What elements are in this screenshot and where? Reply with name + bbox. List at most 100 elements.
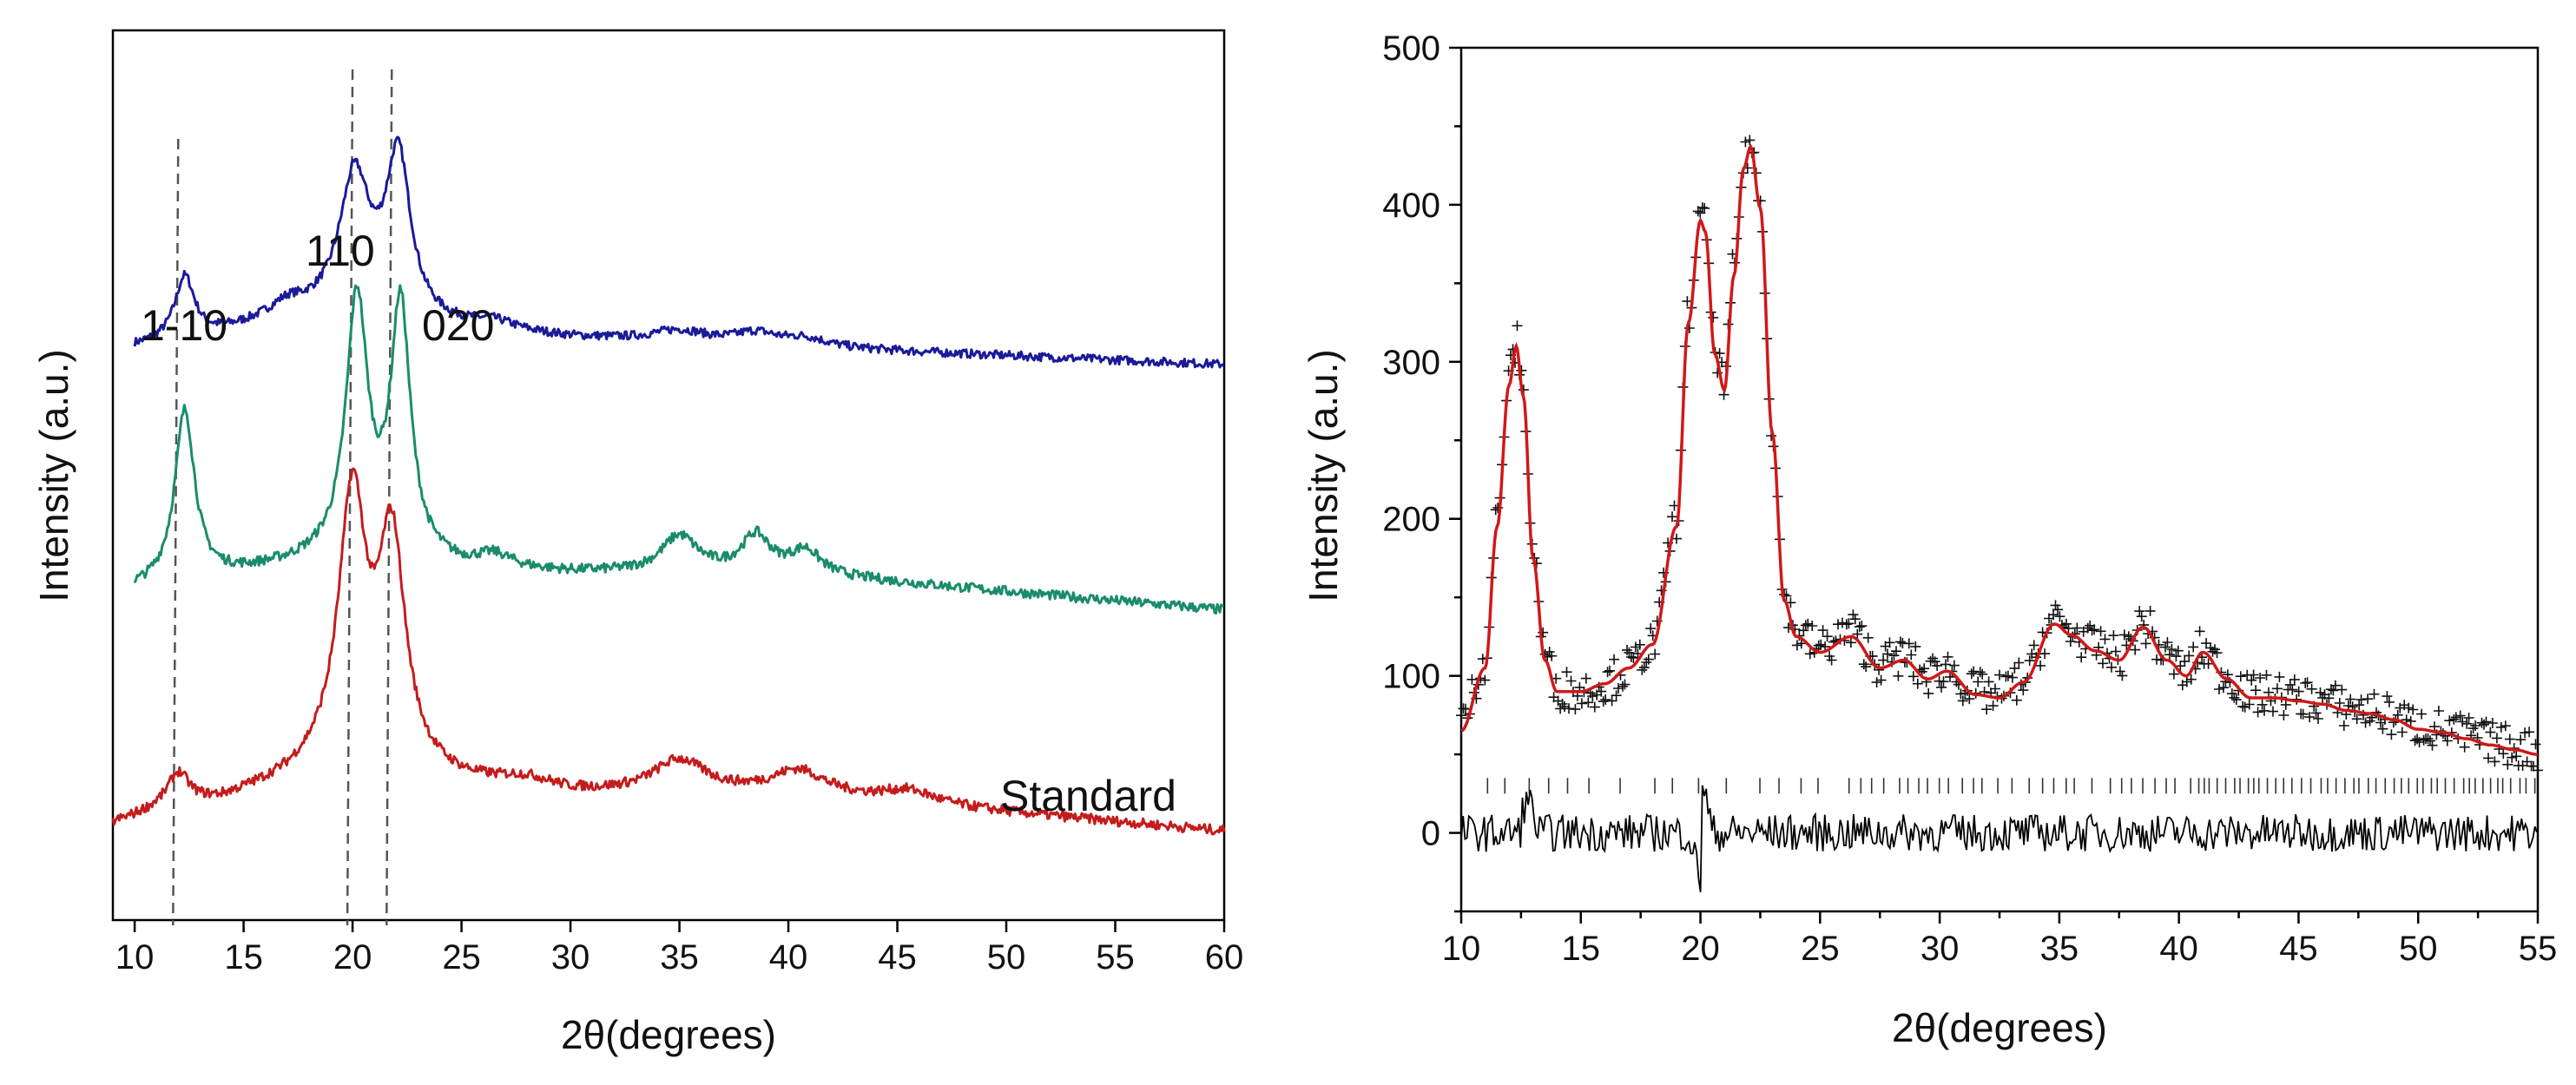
observed-point <box>1638 662 1650 674</box>
observed-point <box>2310 707 2322 719</box>
observed-point <box>2463 713 2474 723</box>
observed-point <box>2018 685 2029 696</box>
peak-label-020: 020 <box>422 301 494 350</box>
observed-point <box>1625 651 1637 662</box>
observed-point <box>1622 644 1632 655</box>
observed-point <box>1583 697 1594 708</box>
observed-point <box>2086 625 2098 636</box>
observed-point <box>1695 207 1706 219</box>
observed-point <box>2392 709 2403 720</box>
series-line-middle <box>133 284 1224 615</box>
observed-point <box>1891 646 1901 657</box>
calculated-fit-line <box>1460 143 2538 756</box>
observed-point <box>2315 687 2326 698</box>
observed-point <box>2052 604 2063 615</box>
observed-point <box>1964 694 1975 705</box>
observed-point <box>2118 629 2130 641</box>
observed-point <box>1957 695 1968 707</box>
right-y-tick-label-0: 0 <box>1421 815 1440 853</box>
observed-point <box>2009 662 2020 674</box>
observed-point <box>1557 699 1568 709</box>
observed-point <box>1983 676 1994 687</box>
observed-point <box>1893 670 1904 681</box>
observed-point <box>1973 676 1984 687</box>
observed-point <box>2130 644 2141 655</box>
observed-point <box>1843 618 1855 629</box>
observed-point <box>1903 638 1914 649</box>
observed-point <box>1740 136 1751 148</box>
observed-point <box>1858 659 1869 670</box>
observed-point <box>1841 619 1852 630</box>
observed-point <box>1845 637 1856 648</box>
observed-point <box>2028 640 2039 651</box>
observed-point <box>1624 647 1635 658</box>
left-x-tick-label-60: 60 <box>1205 938 1244 976</box>
observed-point <box>2256 699 2268 710</box>
observed-point <box>2480 716 2492 727</box>
observed-point <box>1561 667 1572 678</box>
observed-point <box>2160 641 2171 653</box>
observed-point <box>1966 668 1977 680</box>
observed-point <box>2338 720 2349 731</box>
right-x-axis-title: 2θ(degrees) <box>1892 1005 2107 1050</box>
right-observed-group <box>1456 135 2543 776</box>
observed-point <box>2168 668 2179 680</box>
observed-point <box>2313 713 2323 724</box>
observed-point <box>1617 681 1628 692</box>
observed-point <box>2457 716 2468 727</box>
left-x-tick-label-15: 15 <box>224 938 263 976</box>
difference-line <box>1460 785 2538 892</box>
observed-point <box>1546 650 1558 661</box>
observed-point <box>2422 733 2434 744</box>
observed-point <box>2006 672 2018 683</box>
observed-point <box>1630 641 1641 653</box>
series-label-standard: Standard <box>1000 772 1176 820</box>
observed-point <box>2136 611 2147 622</box>
observed-point <box>1888 650 1900 661</box>
observed-point <box>1589 701 1600 713</box>
observed-point <box>2274 671 2285 682</box>
right-calculated-group <box>1460 143 2538 756</box>
observed-point <box>1645 623 1657 635</box>
observed-point <box>2441 735 2453 746</box>
observed-point <box>2495 721 2507 733</box>
left-x-tick-label-50: 50 <box>987 938 1026 976</box>
observed-point <box>2336 684 2348 695</box>
observed-point <box>1826 654 1837 666</box>
left-x-tick-label-25: 25 <box>442 938 481 976</box>
observed-point <box>2164 649 2175 661</box>
observed-point <box>2405 715 2416 727</box>
observed-point <box>2179 655 2191 667</box>
observed-point <box>2297 708 2309 720</box>
observed-point <box>2098 658 2108 669</box>
observed-point <box>1907 671 1919 682</box>
observed-point <box>2533 765 2543 776</box>
observed-point <box>1854 621 1865 633</box>
observed-point <box>1802 618 1814 629</box>
observed-point <box>2123 631 2134 642</box>
observed-point <box>1580 673 1591 684</box>
observed-point <box>2306 683 2317 694</box>
observed-point <box>1628 652 1639 663</box>
observed-point <box>2427 740 2438 751</box>
observed-point <box>2207 646 2218 657</box>
observed-point <box>1990 683 2000 694</box>
observed-point <box>2108 630 2119 641</box>
series-line-standard <box>111 467 1226 836</box>
right-x-tick-label-40: 40 <box>2159 930 2198 968</box>
observed-point <box>2089 624 2100 635</box>
observed-point <box>1936 681 1947 693</box>
observed-point <box>1849 614 1861 625</box>
observed-point <box>2500 720 2511 732</box>
observed-point <box>2444 715 2455 727</box>
observed-point <box>2416 708 2428 720</box>
observed-point <box>1940 659 1951 670</box>
right-y-tick-label-400: 400 <box>1382 187 1440 225</box>
observed-point <box>1894 636 1906 648</box>
left-x-tick-label-30: 30 <box>551 938 590 976</box>
observed-point <box>2261 669 2272 681</box>
right-x-tick-label-15: 15 <box>1562 930 1601 968</box>
observed-point <box>1822 631 1833 642</box>
observed-point <box>1699 202 1710 214</box>
observed-point <box>2323 693 2335 704</box>
